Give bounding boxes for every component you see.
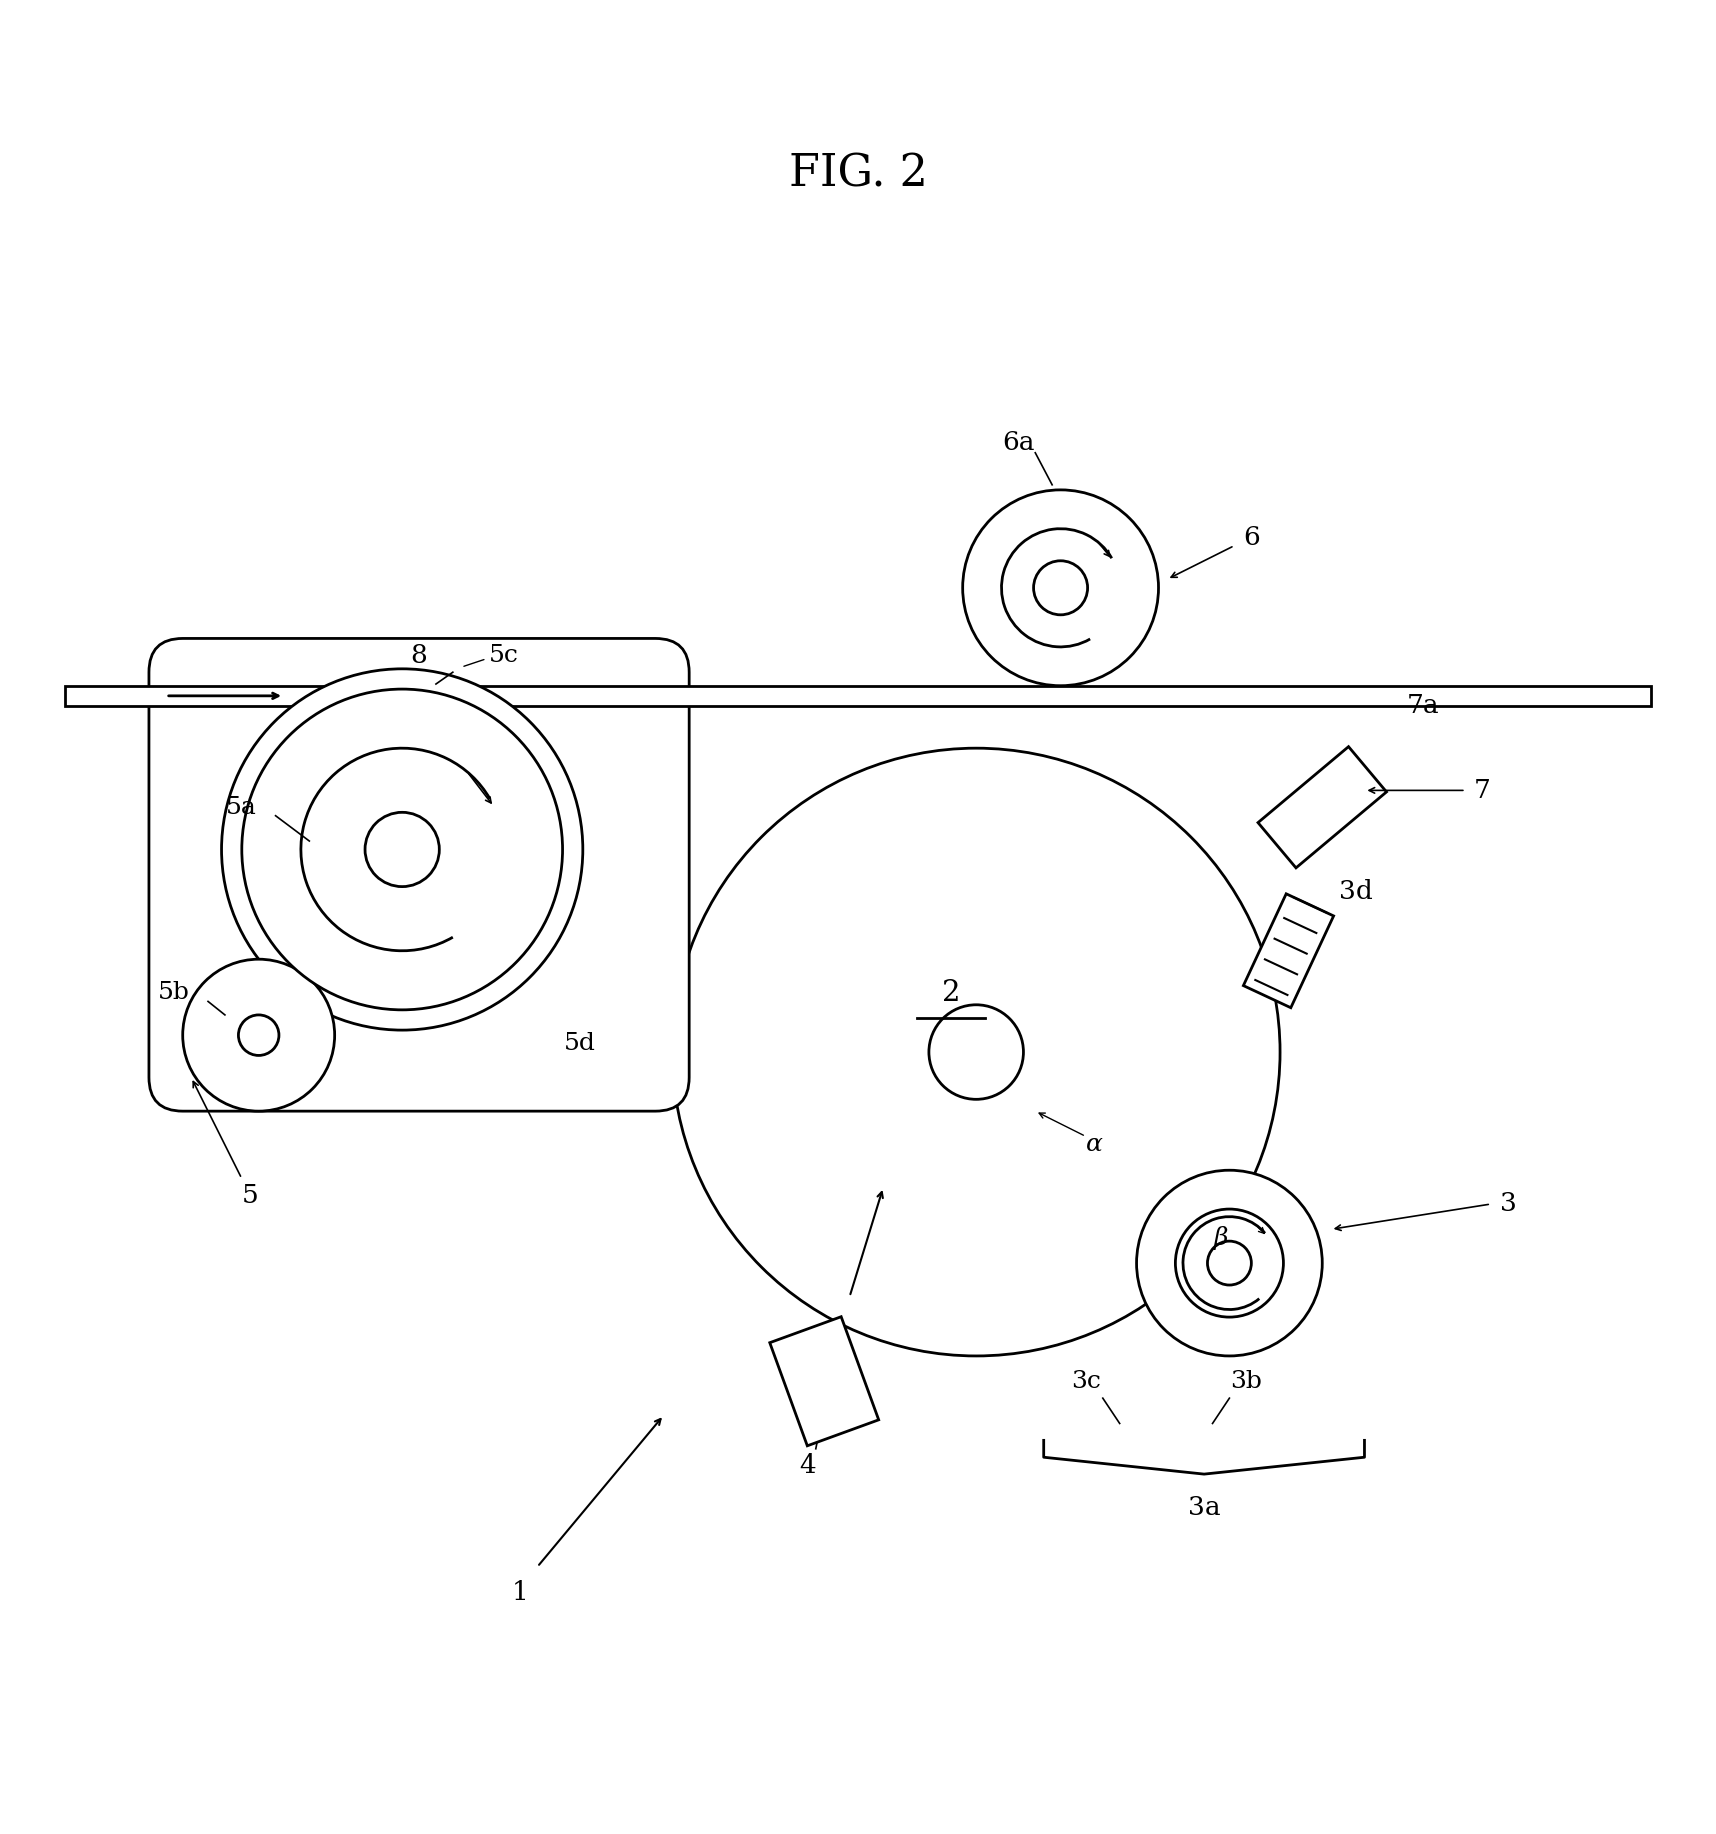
Circle shape xyxy=(928,1005,1023,1099)
Circle shape xyxy=(182,959,335,1111)
Bar xyxy=(65,686,1651,706)
Circle shape xyxy=(1208,1242,1251,1286)
Bar xyxy=(770,1317,879,1445)
Circle shape xyxy=(1175,1209,1284,1317)
Text: 1: 1 xyxy=(511,1579,529,1605)
Text: 3a: 3a xyxy=(1187,1495,1220,1520)
Circle shape xyxy=(673,748,1280,1355)
Text: β: β xyxy=(1213,1225,1229,1249)
Circle shape xyxy=(1033,561,1088,614)
Text: 7: 7 xyxy=(1474,778,1491,803)
Bar xyxy=(1258,746,1387,867)
Bar xyxy=(1244,893,1333,1007)
Text: 6a: 6a xyxy=(1002,431,1035,455)
Text: 5d: 5d xyxy=(563,1033,595,1055)
Text: 7a: 7a xyxy=(1407,693,1440,719)
Circle shape xyxy=(221,669,583,1031)
Text: 8: 8 xyxy=(410,644,427,668)
Circle shape xyxy=(366,812,439,886)
Circle shape xyxy=(963,490,1158,686)
Text: 5a: 5a xyxy=(227,796,257,818)
Text: 2: 2 xyxy=(942,979,961,1007)
Text: 3c: 3c xyxy=(1071,1370,1102,1392)
Circle shape xyxy=(239,1014,280,1055)
Text: FIG. 2: FIG. 2 xyxy=(789,152,927,196)
Text: 4: 4 xyxy=(800,1453,815,1478)
Circle shape xyxy=(1136,1170,1323,1355)
Text: α: α xyxy=(1086,1133,1103,1157)
Text: 3d: 3d xyxy=(1338,878,1373,904)
Text: 5b: 5b xyxy=(158,981,190,1005)
Text: 3b: 3b xyxy=(1230,1370,1263,1392)
FancyBboxPatch shape xyxy=(149,638,690,1111)
Text: 6: 6 xyxy=(1242,525,1260,550)
Text: 5c: 5c xyxy=(489,644,518,668)
Circle shape xyxy=(242,690,563,1011)
Text: 3: 3 xyxy=(1500,1192,1517,1216)
Text: 5: 5 xyxy=(242,1183,259,1209)
